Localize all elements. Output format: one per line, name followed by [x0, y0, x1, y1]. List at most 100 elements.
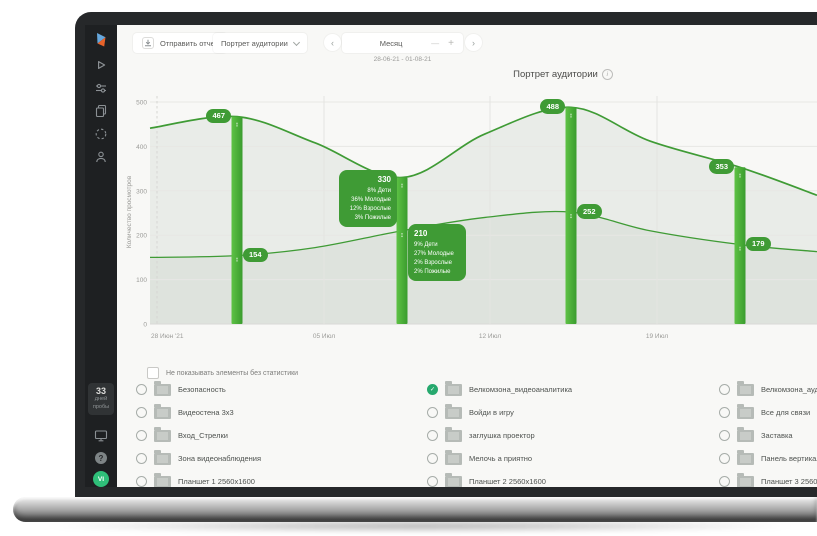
folder-icon [445, 450, 462, 465]
item-radio[interactable] [427, 475, 438, 487]
folder-icon [737, 404, 754, 419]
item-label: Заставка [761, 430, 793, 440]
folder-icon [154, 381, 171, 396]
item-radio[interactable] [719, 406, 730, 418]
item-radio[interactable] [427, 406, 438, 418]
avatar[interactable]: VI [93, 471, 109, 487]
item-label: Велкомзона_аудиоаналитика [761, 384, 817, 394]
folder-icon [737, 381, 754, 396]
svg-text:300: 300 [136, 188, 147, 195]
svg-text:05 Июл: 05 Июл [313, 333, 335, 340]
scan-icon[interactable] [94, 127, 108, 141]
folder-icon [445, 381, 462, 396]
app-logo-icon[interactable] [93, 31, 109, 49]
folder-icon [737, 473, 754, 487]
prev-period-button[interactable]: ‹ [324, 34, 341, 51]
zoom-in-button[interactable]: + [448, 37, 454, 49]
svg-text:↕: ↕ [400, 232, 404, 239]
report-type-select[interactable]: Портрет аудитории [213, 33, 307, 53]
svg-text:↕: ↕ [235, 257, 239, 264]
trial-badge[interactable]: 33 дней пробы [88, 383, 114, 415]
info-icon[interactable]: i [601, 69, 613, 80]
item-label: Панель вертикальная внутр [761, 453, 817, 463]
dashboard: 33 дней пробы ? VI Отправить отчет Портр… [85, 25, 817, 487]
send-report-label: Отправить отчет [160, 38, 218, 48]
playlist-item[interactable]: Панель вертикальная внутр [719, 450, 817, 466]
item-label: Зона видеонаблюдения [178, 453, 262, 463]
playlist-item[interactable]: Безопасность [136, 381, 416, 397]
svg-text:Количество просмотров: Количество просмотров [126, 175, 133, 248]
item-radio[interactable] [427, 452, 438, 464]
svg-text:400: 400 [136, 144, 147, 151]
svg-text:28 Июн '21: 28 Июн '21 [151, 333, 184, 340]
item-radio[interactable] [427, 429, 438, 441]
send-report-button[interactable]: Отправить отчет [133, 33, 227, 53]
playlist-item[interactable]: Планшет 1 2560х1600 [136, 473, 416, 487]
item-label: Вход_Стрелки [178, 430, 228, 440]
hide-empty-label: Не показывать элементы без статистики [166, 369, 299, 377]
item-radio[interactable] [136, 475, 147, 487]
playlist-item[interactable]: ✓ Велкомзона_видеоаналитика [427, 381, 707, 397]
user-icon[interactable] [94, 150, 108, 164]
item-radio[interactable] [136, 429, 147, 441]
playlist-item[interactable]: Планшет 3 2560х1600 [719, 473, 817, 487]
item-radio[interactable] [719, 429, 730, 441]
playlist-item[interactable]: Велкомзона_аудиоаналитика [719, 381, 817, 397]
playlist-item[interactable]: Видеостена 3х3 [136, 404, 416, 420]
playlist-item[interactable]: Войди в игру [427, 404, 707, 420]
item-radio[interactable] [136, 383, 147, 395]
svg-text:↕: ↕ [400, 182, 404, 189]
svg-text:↕: ↕ [738, 172, 742, 179]
zoom-out-button[interactable]: — [431, 38, 440, 48]
svg-text:19 Июл: 19 Июл [646, 333, 668, 340]
chart-title: Портрет аудитории [513, 69, 598, 80]
display-icon[interactable] [94, 429, 108, 443]
trial-text-1: дней [94, 396, 108, 403]
laptop-shadow [40, 520, 800, 532]
item-radio[interactable]: ✓ [427, 383, 438, 395]
folder-icon [445, 427, 462, 442]
playlist-item[interactable]: Зона видеонаблюдения [136, 450, 416, 466]
item-radio[interactable] [719, 383, 730, 395]
item-radio[interactable] [136, 406, 147, 418]
playlist-item[interactable]: Все для связи [719, 404, 817, 420]
play-icon[interactable] [94, 58, 108, 72]
pages-icon[interactable] [94, 104, 108, 118]
item-label: Безопасность [178, 384, 226, 394]
svg-text:↕: ↕ [738, 246, 742, 253]
item-label: Планшет 2 2560х1600 [469, 476, 546, 486]
next-period-button[interactable]: › [465, 34, 482, 51]
sidebar: 33 дней пробы ? VI [85, 25, 117, 487]
item-radio[interactable] [719, 452, 730, 464]
item-radio[interactable] [719, 475, 730, 487]
svg-text:↕: ↕ [235, 122, 239, 129]
trial-days: 33 [95, 386, 106, 397]
item-label: Мелочь а приятно [469, 453, 533, 463]
laptop-base [13, 497, 817, 522]
hide-empty-row: Не показывать элементы без статистики [147, 367, 298, 379]
item-label: Планшет 3 2560х1600 [761, 476, 817, 486]
audience-chart[interactable]: 500 400 300 200 100 0 28 Июн '21 05 Июл 12 Июл 19… [117, 60, 817, 360]
folder-icon [154, 427, 171, 442]
item-label: Планшет 1 2560х1600 [178, 476, 255, 486]
svg-text:↕: ↕ [569, 213, 573, 220]
playlist-item[interactable]: заглушка проектор [427, 427, 707, 443]
playlist-item[interactable]: Мелочь а приятно [427, 450, 707, 466]
tune-icon[interactable] [94, 81, 108, 95]
folder-icon [154, 404, 171, 419]
folder-icon [154, 450, 171, 465]
report-type-value: Портрет аудитории [221, 38, 288, 48]
period-control[interactable]: Месяц — + [342, 33, 463, 53]
folder-icon [737, 427, 754, 442]
folder-icon [445, 473, 462, 487]
item-label: Все для связи [761, 407, 811, 417]
hide-empty-checkbox[interactable] [147, 367, 159, 379]
item-label: Видеостена 3х3 [178, 407, 234, 417]
playlist-item[interactable]: Вход_Стрелки [136, 427, 416, 443]
playlist-item[interactable]: Заставка [719, 427, 817, 443]
chart-title-row: Портрет аудитории i [493, 69, 633, 80]
playlist-item[interactable]: Планшет 2 2560х1600 [427, 473, 707, 487]
help-icon[interactable]: ? [95, 452, 107, 464]
item-radio[interactable] [136, 452, 147, 464]
